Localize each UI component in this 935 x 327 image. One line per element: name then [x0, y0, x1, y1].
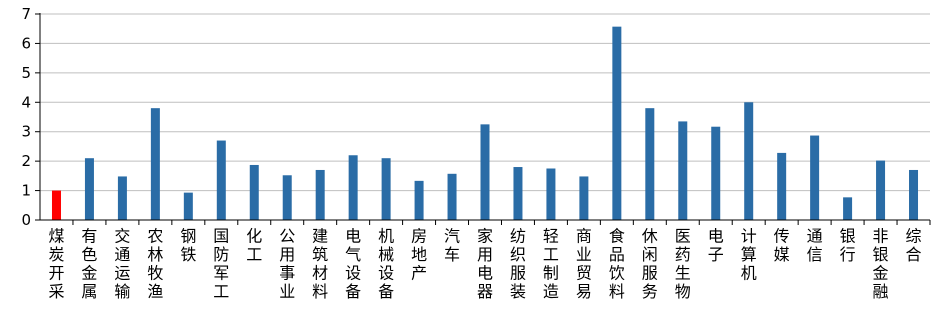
bar — [480, 124, 490, 220]
x-tick-label: 交通运输 — [114, 227, 130, 302]
bar — [513, 167, 523, 220]
x-tick-label: 休闲服务 — [642, 227, 658, 302]
bar — [414, 180, 424, 220]
bar — [51, 190, 61, 220]
y-tick-label: 0 — [21, 211, 31, 229]
x-tick-label: 家用电器 — [477, 227, 493, 302]
bar — [381, 158, 391, 220]
bar — [777, 152, 787, 220]
x-tick-label: 化工 — [246, 227, 262, 265]
x-tick-label: 汽车 — [444, 227, 460, 265]
x-tick-label: 国防军工 — [213, 227, 229, 302]
bars — [51, 26, 919, 221]
x-tick-label: 通信 — [807, 227, 823, 265]
bar — [117, 176, 127, 220]
x-tick-label: 非银金融 — [873, 227, 889, 302]
bar — [447, 173, 457, 220]
x-tick-label: 房地产 — [411, 227, 427, 283]
x-tick-label: 公用事业 — [279, 227, 295, 302]
y-tick-label: 4 — [21, 93, 31, 111]
x-tick-label: 计算机 — [741, 227, 757, 283]
y-tick-label: 7 — [21, 5, 31, 23]
bar — [579, 176, 589, 220]
bar — [645, 108, 655, 220]
y-tick-label: 6 — [21, 34, 31, 52]
bar — [876, 160, 886, 220]
bar — [711, 126, 721, 220]
x-tick-label: 纺织服装 — [510, 227, 526, 302]
x-tick-label: 传媒 — [774, 227, 790, 265]
bar — [150, 108, 160, 220]
x-tick-label: 电气设备 — [345, 227, 361, 302]
x-tick-label: 有色金属 — [81, 227, 97, 302]
bar — [843, 197, 853, 220]
y-tick-labels: 0 1 2 3 4 5 6 7 — [21, 5, 31, 229]
bar — [348, 155, 358, 220]
x-tick-label: 电子 — [708, 227, 724, 265]
x-tick-label: 钢铁 — [180, 227, 196, 265]
bar — [282, 175, 292, 220]
x-tick-label: 农林牧渔 — [147, 227, 163, 302]
bar — [183, 192, 193, 220]
x-tick-label: 轻工制造 — [543, 227, 559, 302]
x-tick-label: 银行 — [840, 227, 856, 265]
bar — [216, 140, 226, 220]
bar — [612, 26, 622, 221]
x-tick-labels: 煤炭开采 有色金属 交通运输 农林牧渔 钢铁 国防军工 化工 公用事业 建筑材料 电气设备 机械设备… — [48, 227, 921, 302]
x-tick-label: 医药生物 — [675, 227, 691, 302]
y-tick-label: 2 — [21, 152, 31, 170]
x-tick-label: 机械设备 — [378, 227, 394, 302]
bar — [744, 102, 754, 220]
bar — [810, 135, 820, 220]
y-tick-label: 5 — [21, 64, 31, 82]
y-tick-label: 3 — [21, 123, 31, 141]
bar — [546, 168, 556, 220]
bar — [315, 169, 325, 220]
y-tick-label: 1 — [21, 182, 31, 200]
x-tick-label: 商业贸易 — [576, 227, 592, 302]
x-tick-label: 建筑材料 — [312, 227, 328, 302]
x-tick-label: 综合 — [906, 227, 922, 265]
bar — [678, 121, 688, 220]
axes — [35, 13, 931, 225]
x-tick-label: 食品饮料 — [609, 227, 625, 302]
bar — [84, 158, 94, 220]
bar — [249, 164, 259, 220]
x-tick-label: 煤炭开采 — [48, 227, 64, 302]
bar — [909, 169, 919, 220]
